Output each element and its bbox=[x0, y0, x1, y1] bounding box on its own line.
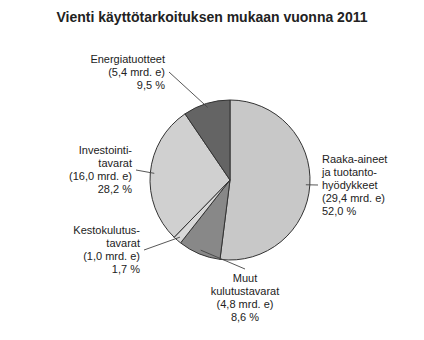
chart-container: Vienti käyttötarkoituksen mukaan vuonna … bbox=[0, 0, 424, 340]
leader-line bbox=[136, 170, 154, 173]
leader-line bbox=[144, 237, 180, 250]
pie-slice bbox=[220, 100, 310, 260]
leader-line bbox=[169, 72, 208, 107]
leader-line bbox=[306, 184, 318, 185]
slices bbox=[150, 100, 310, 260]
slice-label: Investointi-tavarat(16,0 mrd. e)28,2 % bbox=[69, 144, 132, 195]
title: Vienti käyttötarkoituksen mukaan vuonna … bbox=[57, 9, 368, 25]
leader-lines bbox=[136, 72, 318, 269]
slice-label: Energiatuotteet(5,4 mrd. e)9,5 % bbox=[90, 53, 165, 91]
slice-label: Kestokulutus-tavarat(1,0 mrd. e)1,7 % bbox=[73, 224, 140, 275]
pie-slice bbox=[185, 100, 230, 180]
slice-label: Raaka-aineetja tuotanto-hyödykkeet(29,4 … bbox=[321, 153, 387, 217]
labels: Raaka-aineetja tuotanto-hyödykkeet(29,4 … bbox=[69, 53, 387, 324]
slice-label: Muutkulutustavarat(4,8 mrd. e)8,6 % bbox=[211, 272, 279, 323]
chart: Vienti käyttötarkoituksen mukaan vuonna … bbox=[0, 0, 424, 340]
leader-line bbox=[201, 250, 245, 269]
